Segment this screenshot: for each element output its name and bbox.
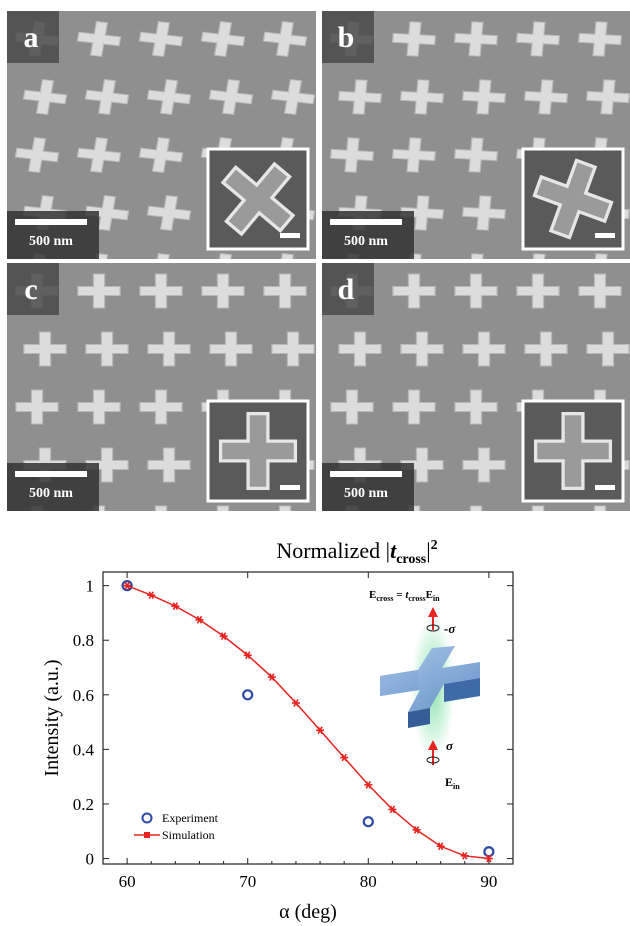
simulation-point xyxy=(340,753,349,762)
legend-simulation-marker xyxy=(144,832,150,838)
ein-label: Ein xyxy=(445,775,460,791)
inset-scale-bar xyxy=(280,233,300,238)
experiment-point xyxy=(121,580,133,592)
inset-scale-bar xyxy=(280,485,300,490)
legend-simulation-label: Simulation xyxy=(162,828,215,842)
x-tick-label: 60 xyxy=(119,872,136,891)
nanostructure-cross xyxy=(392,505,436,511)
panel-label: d xyxy=(338,273,355,306)
nanostructure-cross xyxy=(15,505,59,511)
nanostructure-cross xyxy=(201,505,245,511)
nanostructure-cross xyxy=(139,505,183,511)
y-tick-label: 1 xyxy=(86,577,95,596)
scale-bar-label: 500 nm xyxy=(344,486,388,501)
bottom-sigma-label: σ xyxy=(446,738,454,753)
cross-block-top xyxy=(380,646,480,712)
x-tick-label: 90 xyxy=(480,872,497,891)
cross-block-front xyxy=(444,678,480,702)
x-axis-label: α (deg) xyxy=(279,901,337,923)
scale-bar-label: 500 nm xyxy=(29,486,73,501)
simulation-point xyxy=(316,726,325,735)
sem-panel-c: c 500 nm xyxy=(7,263,316,511)
nanostructure-cross xyxy=(578,505,622,511)
legend-experiment-label: Experiment xyxy=(162,811,219,825)
inset-scale-bar xyxy=(595,485,615,490)
experiment-point xyxy=(242,689,254,701)
scale-bar xyxy=(330,471,402,477)
simulation-point xyxy=(291,699,300,707)
equation-label: Ecross = tcrossEin xyxy=(369,589,440,603)
simulation-point xyxy=(388,805,397,814)
sem-panel-d: d 500 nm xyxy=(322,263,630,511)
y-tick-label: 0.4 xyxy=(73,740,95,759)
simulation-line xyxy=(126,584,489,860)
simulation-point xyxy=(364,780,373,789)
inset-scale-bar xyxy=(595,233,615,238)
simulation-point xyxy=(436,842,445,851)
x-tick-label: 80 xyxy=(360,872,377,891)
scale-bar xyxy=(15,219,87,225)
panel-label: b xyxy=(338,21,355,54)
top-sigma-label: -σ xyxy=(444,621,456,636)
y-tick-label: 0 xyxy=(86,850,95,869)
plot-frame xyxy=(102,571,514,865)
y-axis-label: Intensity (a.u.) xyxy=(41,659,63,776)
nanostructure-cross xyxy=(263,505,307,511)
nanostructure-cross xyxy=(330,505,374,511)
experiment-point xyxy=(483,846,495,858)
chart-title: Normalized |tcross|2 xyxy=(276,538,437,567)
y-tick-label: 0.2 xyxy=(73,795,94,814)
sem-panel-a: a 500 nm xyxy=(7,11,316,259)
cross-illustration: Ecross = tcrossEin -σ σ Ein xyxy=(369,589,480,791)
scale-bar-label: 500 nm xyxy=(29,234,73,249)
nanostructure-cross xyxy=(77,505,121,511)
panel-label: c xyxy=(24,273,37,306)
scale-bar xyxy=(330,219,402,225)
simulation-point xyxy=(171,602,180,610)
scale-bar-label: 500 nm xyxy=(344,234,388,249)
simulation-point xyxy=(460,851,469,860)
simulation-point xyxy=(243,651,252,660)
nanostructure-cross xyxy=(454,505,498,511)
x-tick-label: 70 xyxy=(239,872,256,891)
nanostructure-cross xyxy=(516,505,560,511)
bottom-rotation-icon xyxy=(426,756,440,764)
experiment-point xyxy=(362,816,374,828)
panel-label: a xyxy=(24,21,39,54)
legend-experiment-marker xyxy=(141,812,153,824)
simulation-point xyxy=(219,632,228,640)
legend: Experiment Simulation xyxy=(134,811,219,842)
sem-inset xyxy=(206,147,310,251)
sem-panel-b: b 500 nm xyxy=(322,11,630,259)
y-tick-label: 0.6 xyxy=(73,686,94,705)
cross-block-stem xyxy=(408,708,430,728)
simulation-point xyxy=(484,854,493,863)
scale-bar xyxy=(15,471,87,477)
simulation-point xyxy=(195,615,204,624)
sem-image-grid: a 500 nm b 500 nm c 500 nm d 500 nm xyxy=(7,11,630,511)
simulation-point xyxy=(123,581,132,590)
top-rotation-icon xyxy=(426,624,440,632)
simulation-point xyxy=(147,591,156,600)
simulation-point xyxy=(267,673,276,681)
y-tick-label: 0.8 xyxy=(73,631,94,650)
simulation-point xyxy=(412,826,421,834)
chart: Normalized |tcross|2 60 70 80 90 0 0.2 0.4 0.6 0… xyxy=(41,538,514,923)
